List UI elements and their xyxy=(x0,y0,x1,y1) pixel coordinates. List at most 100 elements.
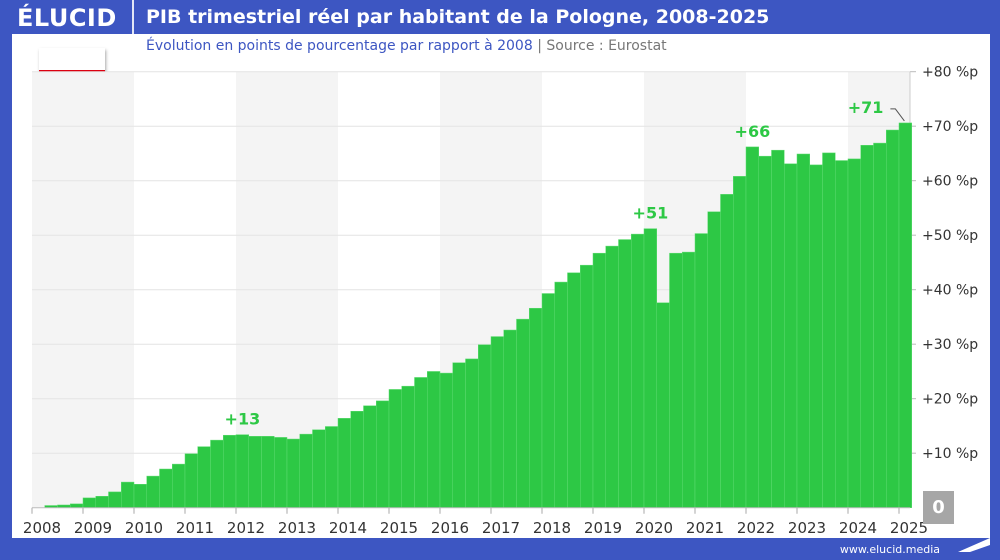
bar xyxy=(133,484,147,508)
bar xyxy=(720,194,734,508)
footer-url[interactable]: www.elucid.media xyxy=(839,543,940,556)
x-tick-label: 2010 xyxy=(125,519,163,537)
bar xyxy=(694,233,708,508)
bar xyxy=(605,245,619,508)
y-tick-label: +20 %p xyxy=(922,392,978,408)
bar xyxy=(465,358,479,508)
annotation-label: +13 xyxy=(225,410,261,429)
bar xyxy=(529,307,543,508)
x-tick-label: 2014 xyxy=(329,519,367,537)
bar xyxy=(337,418,351,508)
x-tick-label: 2024 xyxy=(839,519,877,537)
bar xyxy=(784,163,798,508)
annotation-leader-line xyxy=(890,108,905,122)
bar xyxy=(758,155,772,508)
bar xyxy=(886,129,900,508)
bar xyxy=(184,453,198,508)
bar xyxy=(847,158,861,508)
bar xyxy=(146,475,160,508)
y-tick-label: +30 %p xyxy=(922,337,978,353)
bar xyxy=(643,228,657,508)
bar xyxy=(325,426,339,508)
bar xyxy=(82,497,96,508)
bar xyxy=(822,152,836,508)
bar xyxy=(401,385,415,508)
y-tick-label: +10 %p xyxy=(922,446,978,462)
bar xyxy=(376,400,390,508)
bar xyxy=(261,436,275,508)
bar xyxy=(172,463,186,508)
header-separator xyxy=(132,0,134,34)
bar xyxy=(592,252,606,508)
bar xyxy=(554,281,568,508)
bar xyxy=(299,433,313,508)
subtitle-text: Évolution en points de pourcentage par r… xyxy=(146,38,533,54)
annotation-label: +66 xyxy=(735,122,771,141)
x-tick-label: 2012 xyxy=(227,519,265,537)
bar xyxy=(567,272,581,508)
bar xyxy=(159,468,173,508)
bar xyxy=(745,146,759,508)
zero-badge: 0 xyxy=(923,491,954,524)
y-tick-label: +40 %p xyxy=(922,283,978,299)
bar xyxy=(733,176,747,508)
x-tick-label: 2019 xyxy=(584,519,622,537)
bar xyxy=(656,302,670,508)
bar xyxy=(312,429,326,508)
bar xyxy=(669,252,683,508)
y-tick-label: +60 %p xyxy=(922,174,978,190)
x-tick-label: 2021 xyxy=(686,519,724,537)
bar xyxy=(835,160,849,508)
bar xyxy=(490,336,504,508)
annotation-label: +51 xyxy=(633,204,669,223)
x-tick-label: 2023 xyxy=(788,519,826,537)
bar xyxy=(197,446,211,508)
bar xyxy=(516,318,530,508)
bar xyxy=(707,211,721,508)
y-tick-label: +70 %p xyxy=(922,119,978,135)
x-tick-label: 2008 xyxy=(23,519,61,537)
bar xyxy=(414,377,428,508)
bar xyxy=(796,153,810,508)
x-tick-label: 2025 xyxy=(890,519,928,537)
y-tick-label: +80 %p xyxy=(922,65,978,81)
bar xyxy=(541,293,555,508)
x-tick-label: 2011 xyxy=(176,519,214,537)
x-tick-label: 2017 xyxy=(482,519,520,537)
y-tick-label: +50 %p xyxy=(922,228,978,244)
x-tick-label: 2022 xyxy=(737,519,775,537)
x-tick-label: 2009 xyxy=(74,519,112,537)
bar xyxy=(286,438,300,508)
bar xyxy=(108,491,122,508)
bar xyxy=(121,481,135,508)
bar xyxy=(248,436,262,508)
bar xyxy=(439,372,453,508)
annotation-label: +71 xyxy=(848,98,884,117)
chart-title: PIB trimestriel réel par habitant de la … xyxy=(146,6,770,28)
bar xyxy=(682,251,696,508)
bar xyxy=(631,233,645,508)
bar xyxy=(503,329,517,508)
x-tick-label: 2018 xyxy=(533,519,571,537)
bar xyxy=(210,439,224,508)
bar xyxy=(350,410,364,508)
bar xyxy=(388,389,402,508)
bar xyxy=(70,503,84,508)
bar xyxy=(223,434,237,508)
bar xyxy=(618,239,632,508)
bar xyxy=(860,145,874,508)
x-tick-label: 2016 xyxy=(431,519,469,537)
bar xyxy=(235,434,249,508)
bar xyxy=(580,264,594,508)
x-tick-label: 2020 xyxy=(635,519,673,537)
bar xyxy=(873,142,887,508)
bar xyxy=(898,122,912,508)
bar xyxy=(809,164,823,508)
bar xyxy=(478,344,492,508)
bar xyxy=(95,496,109,508)
x-tick-label: 2015 xyxy=(380,519,418,537)
source-text: Source : Eurostat xyxy=(546,38,667,54)
elucid-logo: ÉLUCID xyxy=(17,4,117,32)
bar xyxy=(771,149,785,508)
